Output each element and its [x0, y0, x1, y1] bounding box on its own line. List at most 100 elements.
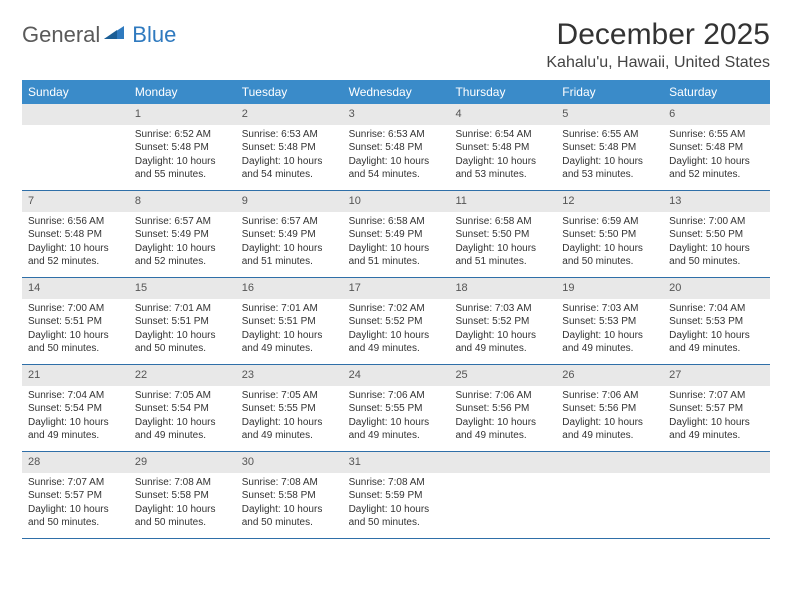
- cell-line: Sunset: 5:57 PM: [669, 402, 764, 416]
- cell-line: Daylight: 10 hours: [242, 155, 337, 169]
- cell-line: Sunset: 5:51 PM: [28, 315, 123, 329]
- cell-line: and 52 minutes.: [135, 255, 230, 269]
- cell-line: Daylight: 10 hours: [562, 416, 657, 430]
- cell-line: Sunrise: 7:08 AM: [349, 476, 444, 490]
- calendar-cell: 3Sunrise: 6:53 AMSunset: 5:48 PMDaylight…: [343, 104, 450, 190]
- cell-line: and 49 minutes.: [28, 429, 123, 443]
- cell-line: Sunrise: 7:03 AM: [455, 302, 550, 316]
- cell-line: Sunset: 5:52 PM: [349, 315, 444, 329]
- cell-body: Sunrise: 7:06 AMSunset: 5:56 PMDaylight:…: [556, 386, 663, 447]
- cell-body: Sunrise: 6:53 AMSunset: 5:48 PMDaylight:…: [343, 125, 450, 186]
- calendar-cell: 27Sunrise: 7:07 AMSunset: 5:57 PMDayligh…: [663, 365, 770, 451]
- cell-line: Daylight: 10 hours: [562, 242, 657, 256]
- logo-mark-icon: [104, 23, 124, 44]
- calendar-cell: 6Sunrise: 6:55 AMSunset: 5:48 PMDaylight…: [663, 104, 770, 190]
- calendar-cell: 24Sunrise: 7:06 AMSunset: 5:55 PMDayligh…: [343, 365, 450, 451]
- day-number-empty: [556, 452, 663, 473]
- cell-body: Sunrise: 6:58 AMSunset: 5:49 PMDaylight:…: [343, 212, 450, 273]
- cell-line: Daylight: 10 hours: [28, 416, 123, 430]
- cell-line: Sunset: 5:48 PM: [28, 228, 123, 242]
- cell-line: Sunset: 5:48 PM: [455, 141, 550, 155]
- cell-body: Sunrise: 6:54 AMSunset: 5:48 PMDaylight:…: [449, 125, 556, 186]
- day-number: 14: [22, 278, 129, 299]
- cell-line: Daylight: 10 hours: [349, 503, 444, 517]
- cell-line: Daylight: 10 hours: [455, 242, 550, 256]
- cell-line: and 53 minutes.: [562, 168, 657, 182]
- cell-body: Sunrise: 7:03 AMSunset: 5:53 PMDaylight:…: [556, 299, 663, 360]
- cell-line: Daylight: 10 hours: [455, 155, 550, 169]
- cell-line: and 54 minutes.: [242, 168, 337, 182]
- cell-body: Sunrise: 7:06 AMSunset: 5:56 PMDaylight:…: [449, 386, 556, 447]
- cell-line: Sunset: 5:55 PM: [242, 402, 337, 416]
- cell-body: Sunrise: 7:04 AMSunset: 5:53 PMDaylight:…: [663, 299, 770, 360]
- cell-line: Sunrise: 7:01 AM: [135, 302, 230, 316]
- cell-body: Sunrise: 6:55 AMSunset: 5:48 PMDaylight:…: [663, 125, 770, 186]
- calendar-cell: 1Sunrise: 6:52 AMSunset: 5:48 PMDaylight…: [129, 104, 236, 190]
- calendar-cell: 20Sunrise: 7:04 AMSunset: 5:53 PMDayligh…: [663, 278, 770, 364]
- cell-line: Daylight: 10 hours: [242, 329, 337, 343]
- cell-line: Sunrise: 7:04 AM: [669, 302, 764, 316]
- cell-line: Sunset: 5:48 PM: [669, 141, 764, 155]
- day-number: 28: [22, 452, 129, 473]
- calendar-cell: 15Sunrise: 7:01 AMSunset: 5:51 PMDayligh…: [129, 278, 236, 364]
- cell-line: and 49 minutes.: [562, 342, 657, 356]
- cell-line: Sunrise: 6:58 AM: [349, 215, 444, 229]
- cell-line: Sunset: 5:49 PM: [135, 228, 230, 242]
- calendar-cell: 29Sunrise: 7:08 AMSunset: 5:58 PMDayligh…: [129, 452, 236, 538]
- day-number: 4: [449, 104, 556, 125]
- day-number: 20: [663, 278, 770, 299]
- cell-line: Daylight: 10 hours: [349, 329, 444, 343]
- day-number: 19: [556, 278, 663, 299]
- week-row: 14Sunrise: 7:00 AMSunset: 5:51 PMDayligh…: [22, 278, 770, 365]
- cell-line: Daylight: 10 hours: [349, 416, 444, 430]
- cell-line: and 51 minutes.: [455, 255, 550, 269]
- cell-line: Daylight: 10 hours: [669, 416, 764, 430]
- cell-line: and 50 minutes.: [562, 255, 657, 269]
- day-number: 31: [343, 452, 450, 473]
- cell-line: and 49 minutes.: [562, 429, 657, 443]
- cell-line: Sunrise: 6:58 AM: [455, 215, 550, 229]
- day-header: Saturday: [663, 80, 770, 104]
- cell-line: Sunrise: 6:52 AM: [135, 128, 230, 142]
- day-number: 18: [449, 278, 556, 299]
- cell-line: Sunrise: 7:01 AM: [242, 302, 337, 316]
- cell-line: and 50 minutes.: [135, 516, 230, 530]
- day-number: 8: [129, 191, 236, 212]
- cell-line: Sunrise: 6:54 AM: [455, 128, 550, 142]
- day-number: 26: [556, 365, 663, 386]
- cell-line: and 49 minutes.: [135, 429, 230, 443]
- header: General Blue December 2025 Kahalu'u, Haw…: [22, 18, 770, 72]
- day-number-empty: [449, 452, 556, 473]
- calendar-cell: 18Sunrise: 7:03 AMSunset: 5:52 PMDayligh…: [449, 278, 556, 364]
- cell-body: Sunrise: 7:07 AMSunset: 5:57 PMDaylight:…: [22, 473, 129, 534]
- cell-line: Sunrise: 6:55 AM: [562, 128, 657, 142]
- cell-line: Sunrise: 6:53 AM: [242, 128, 337, 142]
- day-header: Friday: [556, 80, 663, 104]
- calendar-cell: 10Sunrise: 6:58 AMSunset: 5:49 PMDayligh…: [343, 191, 450, 277]
- cell-line: Sunset: 5:53 PM: [669, 315, 764, 329]
- day-number: 5: [556, 104, 663, 125]
- cell-line: Sunrise: 7:08 AM: [242, 476, 337, 490]
- calendar-cell: 25Sunrise: 7:06 AMSunset: 5:56 PMDayligh…: [449, 365, 556, 451]
- week-row: 28Sunrise: 7:07 AMSunset: 5:57 PMDayligh…: [22, 452, 770, 539]
- cell-line: Sunset: 5:57 PM: [28, 489, 123, 503]
- cell-line: Sunset: 5:48 PM: [562, 141, 657, 155]
- cell-line: Sunset: 5:51 PM: [135, 315, 230, 329]
- day-number: 15: [129, 278, 236, 299]
- cell-line: Sunrise: 6:55 AM: [669, 128, 764, 142]
- title-block: December 2025 Kahalu'u, Hawaii, United S…: [546, 18, 770, 72]
- cell-body: Sunrise: 7:05 AMSunset: 5:54 PMDaylight:…: [129, 386, 236, 447]
- cell-line: and 50 minutes.: [242, 516, 337, 530]
- day-header: Sunday: [22, 80, 129, 104]
- cell-line: Sunset: 5:48 PM: [135, 141, 230, 155]
- cell-line: Sunrise: 7:07 AM: [669, 389, 764, 403]
- cell-line: Sunrise: 7:06 AM: [349, 389, 444, 403]
- cell-line: Sunrise: 7:00 AM: [669, 215, 764, 229]
- cell-line: and 49 minutes.: [669, 342, 764, 356]
- day-number: 16: [236, 278, 343, 299]
- day-number: 6: [663, 104, 770, 125]
- cell-line: Sunrise: 7:00 AM: [28, 302, 123, 316]
- cell-line: and 49 minutes.: [669, 429, 764, 443]
- cell-line: and 53 minutes.: [455, 168, 550, 182]
- cell-body: Sunrise: 7:01 AMSunset: 5:51 PMDaylight:…: [236, 299, 343, 360]
